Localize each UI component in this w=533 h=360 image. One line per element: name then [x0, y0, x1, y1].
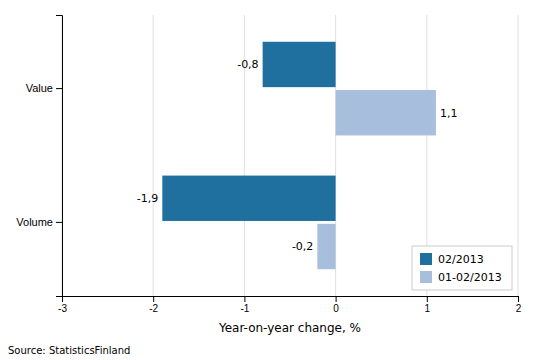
data-label: -0,2 [292, 240, 313, 253]
x-tick-label: -1 [240, 303, 249, 314]
x-tick: 1 [425, 296, 431, 314]
y-tick: Volume [16, 216, 62, 228]
chart: -3 -2 -1 0 1 2 Volume Value -1,9 -0,8 -0,2 1,1 02/20… [0, 0, 533, 360]
x-tick-mark [336, 296, 337, 302]
legend: 02/2013 01-02/2013 [412, 246, 512, 290]
x-tick: -2 [149, 296, 158, 314]
grid-line [153, 15, 154, 296]
plot: -3 -2 -1 0 1 2 Volume Value -1,9 -0,8 -0,2 1,1 02/20… [16, 15, 521, 314]
source-note: Source: StatisticsFinland [8, 345, 130, 356]
legend-swatch [420, 271, 432, 283]
x-tick: -1 [240, 296, 249, 314]
bar [263, 42, 336, 87]
legend-label: 02/2013 [438, 253, 484, 266]
x-tick-mark [427, 296, 428, 302]
y-tick-mark [56, 88, 62, 89]
x-tick: 0 [333, 296, 339, 314]
y-axis-line [56, 16, 63, 297]
x-tick-mark [153, 296, 154, 302]
x-axis-title: Year-on-year change, % [218, 321, 361, 335]
bars [162, 42, 436, 269]
legend-item: 02/2013 [420, 253, 484, 266]
bar [336, 90, 436, 135]
x-tick-mark [518, 296, 519, 302]
x-tick-label: 2 [516, 303, 522, 314]
legend-frame [412, 246, 512, 290]
x-tick: 2 [516, 296, 522, 314]
grid [62, 15, 518, 296]
x-tick: -3 [58, 296, 67, 314]
y-tick-label: Value [26, 82, 53, 94]
x-tick-label: 1 [425, 303, 431, 314]
y-axis: Volume Value [16, 16, 62, 297]
bar [162, 176, 335, 221]
y-tick-label: Volume [16, 216, 53, 228]
x-axis: -3 -2 -1 0 1 2 [58, 296, 522, 314]
y-tick: Value [26, 82, 62, 94]
data-labels: -1,9 -0,8 -0,2 1,1 [137, 58, 458, 253]
x-tick-mark [244, 296, 245, 302]
legend-label: 01-02/2013 [438, 271, 502, 284]
data-label: -0,8 [237, 58, 258, 71]
data-label: 1,1 [440, 107, 458, 120]
legend-item: 01-02/2013 [420, 271, 502, 284]
bar [317, 224, 335, 269]
grid-line [244, 15, 245, 296]
x-tick-label: -3 [58, 303, 67, 314]
x-axis-line [63, 297, 519, 303]
legend-swatch [420, 253, 432, 265]
grid-line [518, 15, 519, 296]
x-tick-label: 0 [333, 303, 339, 314]
data-label: -1,9 [137, 192, 158, 205]
x-tick-label: -2 [149, 303, 158, 314]
y-tick-mark [56, 222, 62, 223]
